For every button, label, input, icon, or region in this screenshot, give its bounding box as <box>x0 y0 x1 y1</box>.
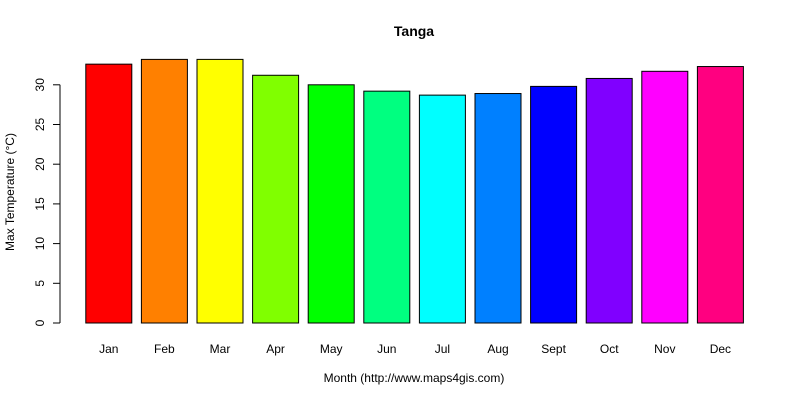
x-tick-label: Oct <box>600 342 619 356</box>
bar-sept <box>530 85 578 324</box>
x-axis-labels: Jan Feb Mar Apr May Jun Jul Aug Sept Oct Nov Dec <box>99 342 731 356</box>
x-tick-label: Jan <box>99 342 118 356</box>
y-tick-label: 0 <box>33 319 47 326</box>
y-axis: 0 5 10 15 20 25 30 <box>33 78 61 326</box>
bars-group <box>85 58 744 324</box>
y-tick-label: 25 <box>33 118 47 132</box>
x-tick-label: Sept <box>541 342 566 356</box>
bar-jun <box>363 90 411 324</box>
x-tick-label: Nov <box>654 342 675 356</box>
x-axis-label: Month (http://www.maps4gis.com) <box>324 371 505 385</box>
bar-nov <box>641 70 689 324</box>
x-tick-label: Mar <box>210 342 231 356</box>
bar-dec <box>696 66 744 324</box>
bar-mar <box>196 58 244 324</box>
x-tick-label: Apr <box>266 342 285 356</box>
y-axis-label: Max Temperature (°C) <box>3 133 17 251</box>
bar-jul <box>418 94 466 324</box>
x-tick-label: Dec <box>710 342 731 356</box>
y-tick-label: 15 <box>33 197 47 211</box>
y-tick-label: 30 <box>33 78 47 92</box>
x-tick-label: Jun <box>377 342 396 356</box>
y-tick-label: 10 <box>33 237 47 251</box>
bar-jan <box>85 63 133 324</box>
x-tick-label: Feb <box>154 342 175 356</box>
bar-may <box>307 84 355 324</box>
x-tick-label: Aug <box>487 342 508 356</box>
bar-oct <box>585 77 633 324</box>
bar-feb <box>140 58 188 324</box>
bar-apr <box>252 74 300 324</box>
x-tick-label: Jul <box>435 342 450 356</box>
bar-aug <box>474 93 522 324</box>
chart-title: Tanga <box>394 23 434 39</box>
y-tick-label: 20 <box>33 157 47 171</box>
x-tick-label: May <box>320 342 343 356</box>
y-tick-label: 5 <box>33 280 47 287</box>
